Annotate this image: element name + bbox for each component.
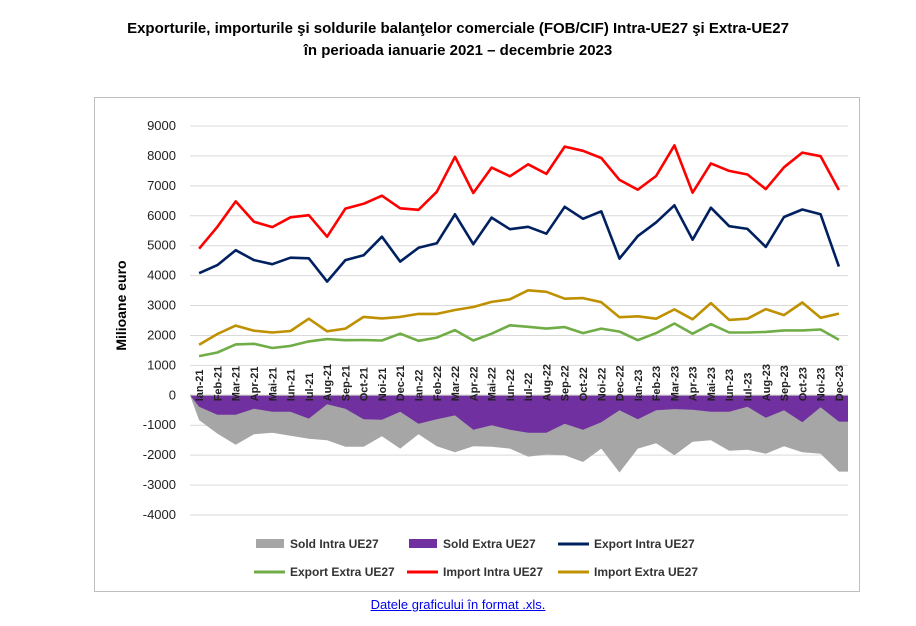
area-sold-intra-ue27 — [190, 395, 848, 473]
x-tick-label: Iul-21 — [304, 373, 316, 402]
x-tick-label: Sep-23 — [779, 365, 791, 401]
y-tick-label: -1000 — [143, 417, 176, 432]
x-tick-label: Dec-23 — [834, 365, 846, 401]
legend-swatch — [256, 539, 284, 548]
line-import-intra-ue27 — [198, 144, 841, 250]
x-tick-label: Iun-22 — [505, 369, 517, 401]
y-tick-label: -4000 — [143, 507, 176, 522]
x-tick-label: Mar-21 — [231, 366, 243, 401]
x-tick-label: Oct-22 — [578, 367, 590, 401]
line-export-intra-ue27 — [198, 204, 841, 283]
x-tick-label: Apr-22 — [468, 366, 480, 401]
x-tick-label: Mar-22 — [450, 366, 462, 401]
y-tick-label: 6000 — [147, 208, 176, 223]
x-tick-label: Oct-23 — [797, 367, 809, 401]
y-tick-label: 1000 — [147, 357, 176, 372]
chart-title-line2: în perioada ianuarie 2021 – decembrie 20… — [303, 42, 613, 59]
x-tick-label: Ian-21 — [194, 370, 206, 402]
x-tick-label: Feb-22 — [432, 366, 444, 401]
x-tick-label: Feb-23 — [651, 366, 663, 401]
x-tick-label: Mar-23 — [669, 366, 681, 401]
x-tick-label: Mai-21 — [267, 367, 279, 401]
x-tick-label: Aug-22 — [541, 364, 553, 401]
x-tick-label: Iun-21 — [286, 369, 298, 401]
legend-label: Sold Intra UE27 — [290, 537, 379, 551]
legend-label: Export Intra UE27 — [594, 537, 695, 551]
line-export-extra-ue27 — [198, 322, 840, 358]
y-tick-label: -3000 — [143, 477, 176, 492]
x-tick-label: Iul-22 — [523, 373, 535, 402]
x-tick-label: Mai-23 — [706, 367, 718, 401]
y-tick-label: 7000 — [147, 178, 176, 193]
y-tick-label: 3000 — [147, 298, 176, 313]
y-tick-label: 0 — [169, 387, 176, 402]
legend-label: Sold Extra UE27 — [443, 537, 536, 551]
y-tick-label: -2000 — [143, 447, 176, 462]
x-tick-label: Iul-23 — [743, 373, 755, 402]
chart-frame — [94, 97, 860, 592]
y-tick-label: 4000 — [147, 268, 176, 283]
legend-label: Import Extra UE27 — [594, 565, 698, 579]
x-tick-label: Apr-21 — [249, 366, 261, 401]
xls-data-link[interactable]: Datele graficului în format .xls. — [370, 597, 546, 612]
x-tick-label: Ian-23 — [633, 370, 645, 402]
x-tick-label: Aug-23 — [761, 364, 773, 401]
x-tick-label: Feb-21 — [212, 366, 224, 401]
line-import-extra-ue27 — [198, 288, 840, 346]
x-tick-label: Sep-22 — [560, 365, 572, 401]
x-tick-label: Oct-21 — [359, 367, 371, 401]
x-tick-label: Ian-22 — [414, 370, 426, 402]
chart-title-line1: Exporturile, importurile şi soldurile ba… — [127, 20, 789, 37]
legend-label: Export Extra UE27 — [290, 565, 395, 579]
x-tick-label: Noi-22 — [596, 368, 608, 402]
y-axis-label: Milioane euro — [113, 260, 129, 350]
x-tick-label: Noi-23 — [816, 368, 828, 402]
y-tick-label: 5000 — [147, 238, 176, 253]
y-tick-label: 8000 — [147, 148, 176, 163]
legend-label: Import Intra UE27 — [443, 565, 543, 579]
y-tick-label: 2000 — [147, 327, 176, 342]
x-tick-label: Iun-23 — [724, 369, 736, 401]
x-tick-label: Sep-21 — [340, 365, 352, 401]
legend-swatch — [409, 539, 437, 548]
x-tick-label: Dec-21 — [395, 365, 407, 401]
area-sold-extra-ue27 — [190, 395, 848, 433]
y-tick-label: 9000 — [147, 118, 176, 133]
x-tick-label: Aug-21 — [322, 364, 334, 401]
x-tick-label: Apr-23 — [688, 366, 700, 401]
x-tick-label: Dec-22 — [615, 365, 627, 401]
x-tick-label: Mai-22 — [487, 367, 499, 401]
x-tick-label: Noi-21 — [377, 368, 389, 402]
